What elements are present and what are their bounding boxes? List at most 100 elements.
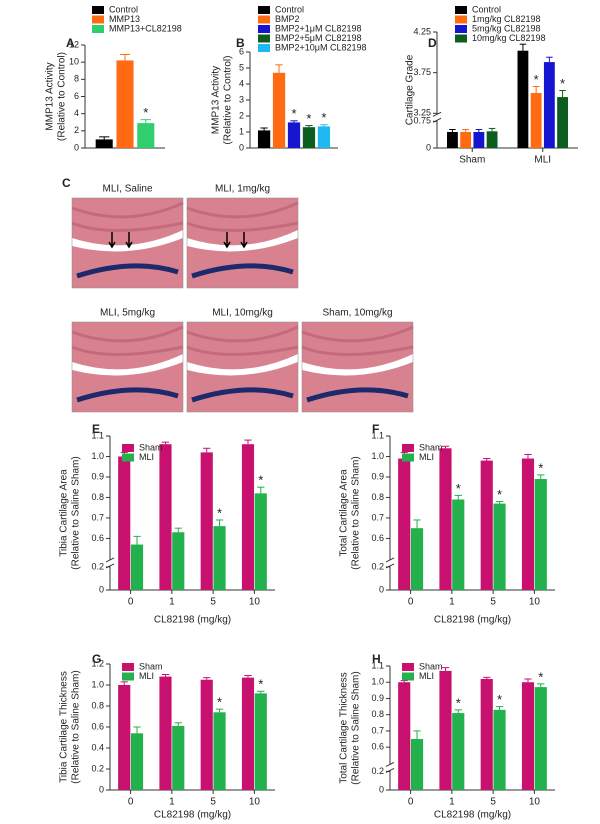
y-tick-label: 0	[99, 784, 104, 794]
arrow	[108, 232, 116, 249]
joint-space	[187, 354, 298, 376]
joint-space	[187, 230, 298, 252]
legend-swatch	[402, 672, 414, 681]
y-tick-label: 1.1	[371, 430, 384, 440]
y-tick-label: 0.2	[91, 763, 104, 773]
error-bar	[133, 726, 141, 734]
y-tick-label: 4	[239, 78, 244, 88]
significance-mark: *	[456, 695, 461, 710]
y-tick-label: 0.9	[371, 471, 384, 481]
legend-label: MLI	[419, 671, 434, 681]
y-tick-label: 3.75	[413, 67, 431, 77]
legend-label: Sham	[139, 661, 163, 671]
error-bar	[441, 445, 450, 449]
bar	[534, 687, 547, 790]
y-tick-label: 1.0	[91, 679, 104, 689]
y-tick-label: 0.9	[371, 693, 384, 703]
histology-image	[71, 321, 184, 413]
x-tick-label: 5	[490, 797, 496, 808]
bar	[460, 131, 472, 148]
bar	[254, 693, 267, 790]
error-bar	[559, 90, 566, 98]
bar	[452, 713, 465, 790]
bar	[200, 452, 213, 590]
y-axis-label: (Relative to Saline Sham)	[71, 670, 82, 783]
bar	[241, 444, 255, 590]
y-axis-label: (Relative to Saline Sham)	[71, 456, 82, 569]
panel-label: D	[428, 36, 437, 50]
bar	[130, 544, 144, 590]
bar	[439, 448, 452, 590]
error-bar	[483, 458, 491, 461]
error-bar	[215, 519, 224, 527]
bar	[118, 685, 131, 790]
bar	[493, 503, 506, 590]
bar	[410, 739, 424, 790]
bar	[159, 676, 172, 790]
bar	[398, 682, 411, 790]
legend-swatch	[92, 25, 104, 33]
error-bar	[215, 708, 224, 713]
y-tick-label: 12	[69, 39, 79, 49]
image-caption: MLI, 1mg/kg	[215, 184, 270, 195]
axis-break	[385, 761, 395, 767]
bar	[521, 682, 535, 790]
legend-label: Sham	[419, 661, 443, 671]
image-border	[186, 197, 299, 289]
error-bar	[495, 706, 504, 710]
legend-swatch	[258, 15, 270, 24]
tidemark	[191, 263, 294, 279]
significance-mark: *	[143, 105, 148, 120]
y-axis-label: MMP13 Activity	[45, 62, 56, 130]
x-tick-label: 10	[249, 797, 261, 808]
error-bar	[260, 127, 268, 131]
error-bar	[244, 675, 252, 678]
x-tick-label: 10	[529, 797, 541, 808]
significance-mark: *	[538, 669, 543, 684]
legend-label: Sham	[139, 442, 163, 452]
y-axis-label: Tibia Cartilage Area	[59, 469, 70, 557]
significance-mark: *	[306, 111, 311, 126]
bar	[543, 62, 555, 148]
bar	[521, 458, 535, 590]
bar	[172, 725, 185, 790]
legend-swatch	[455, 15, 467, 24]
y-axis-label: Total Cartilage Thickness	[339, 672, 350, 784]
x-axis-label: CL82198 (mg/kg)	[434, 810, 511, 821]
error-bar	[320, 124, 328, 127]
legend-swatch	[258, 34, 270, 43]
tissue-texture	[71, 325, 184, 356]
x-axis-label: CL82198 (mg/kg)	[154, 615, 231, 626]
y-tick-label: 1.1	[91, 430, 104, 440]
error-bar	[462, 129, 469, 132]
error-bar	[524, 453, 532, 459]
x-tick-label: 1	[169, 597, 175, 608]
y-tick-label: 0.2	[91, 561, 104, 571]
y-tick-label: 6	[74, 91, 79, 101]
legend-label: 1mg/kg CL82198	[472, 14, 541, 24]
error-bar	[305, 125, 313, 128]
error-bar	[174, 527, 182, 533]
legend-swatch	[122, 663, 134, 671]
bar	[530, 92, 542, 148]
significance-mark: *	[534, 72, 539, 87]
image-caption: MLI, Saline	[102, 184, 152, 195]
error-bar	[495, 501, 504, 504]
bar	[137, 123, 155, 148]
y-tick-label: 3	[239, 94, 244, 104]
arrow	[223, 232, 231, 249]
y-axis-label: Total Cartilage Area	[339, 469, 350, 557]
bar	[480, 678, 493, 790]
legend-swatch	[92, 6, 104, 14]
bar	[486, 131, 498, 148]
x-tick-label: 1	[449, 797, 455, 808]
image-border	[71, 321, 184, 413]
y-tick-label: 0.9	[91, 471, 104, 481]
y-tick-label: 0.6	[371, 742, 384, 752]
significance-mark: *	[258, 677, 263, 692]
y-axis-label: (Relative to Saline Sham)	[351, 456, 362, 569]
legend-label: Control	[109, 4, 138, 14]
error-bar	[454, 494, 462, 500]
image-border	[301, 321, 414, 413]
x-tick-label: 5	[490, 597, 496, 608]
